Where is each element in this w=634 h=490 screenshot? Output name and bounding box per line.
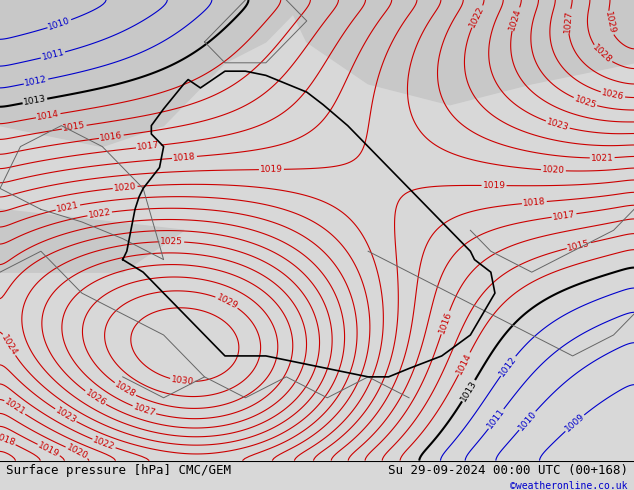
Text: 1019: 1019 [482,181,505,190]
Text: 1014: 1014 [36,109,60,122]
Text: 1022: 1022 [92,436,116,452]
Text: 1020: 1020 [113,182,137,193]
Text: 1012: 1012 [24,75,48,88]
Text: 1016: 1016 [100,131,123,143]
Text: 1013: 1013 [459,379,479,403]
Text: 1020: 1020 [65,443,89,462]
Text: 1010: 1010 [47,16,72,32]
Text: 1027: 1027 [563,9,574,33]
Text: 1025: 1025 [573,94,597,110]
Text: 1028: 1028 [113,380,137,399]
Text: 1026: 1026 [600,88,625,102]
Polygon shape [0,0,307,147]
Text: 1022: 1022 [87,208,112,220]
Text: 1024: 1024 [508,7,523,31]
Text: ©weatheronline.co.uk: ©weatheronline.co.uk [510,481,628,490]
Polygon shape [287,0,634,105]
Text: 1017: 1017 [552,209,576,221]
Text: 1019: 1019 [260,165,283,174]
Text: 1018: 1018 [522,197,546,208]
Text: 1021: 1021 [56,200,80,214]
Text: 1019: 1019 [37,441,61,459]
Text: 1029: 1029 [602,11,616,35]
Text: 1020: 1020 [542,165,565,175]
Text: 1022: 1022 [468,4,486,28]
Text: 1029: 1029 [215,293,239,311]
Text: 1023: 1023 [54,406,78,425]
Text: 1009: 1009 [563,412,586,434]
Text: 1013: 1013 [23,95,47,107]
Text: 1011: 1011 [486,407,507,431]
Text: 1015: 1015 [62,121,86,133]
Text: 1028: 1028 [591,43,614,65]
Text: 1021: 1021 [591,153,614,163]
Text: 1021: 1021 [3,397,27,417]
Text: 1011: 1011 [41,48,65,62]
Text: 1027: 1027 [132,402,157,418]
Text: 1018: 1018 [172,152,197,163]
Text: 1026: 1026 [83,388,108,408]
Text: 1016: 1016 [437,310,453,335]
Text: 1024: 1024 [0,333,19,357]
Text: 1023: 1023 [545,118,570,133]
Text: 1015: 1015 [567,238,591,252]
Text: 1010: 1010 [516,409,538,432]
Text: 1030: 1030 [171,375,194,387]
Text: 1012: 1012 [498,354,519,378]
Text: Su 29-09-2024 00:00 UTC (00+168): Su 29-09-2024 00:00 UTC (00+168) [387,465,628,477]
Polygon shape [0,209,184,272]
Text: 1025: 1025 [160,237,183,246]
Text: 1018: 1018 [0,431,16,448]
Text: 1017: 1017 [136,141,160,152]
Text: Surface pressure [hPa] CMC/GEM: Surface pressure [hPa] CMC/GEM [6,465,231,477]
Text: 1014: 1014 [455,351,474,376]
